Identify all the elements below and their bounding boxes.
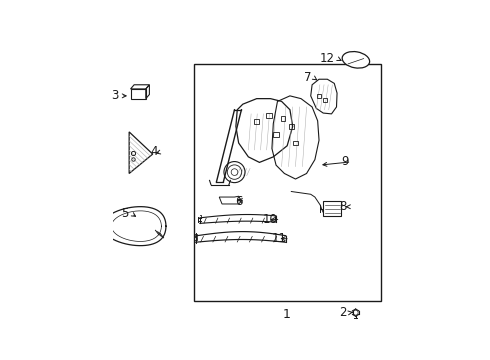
Text: 8: 8 <box>339 200 346 213</box>
Text: 6: 6 <box>235 195 242 208</box>
Bar <box>254 118 259 123</box>
Text: 9: 9 <box>341 156 349 168</box>
Text: 5: 5 <box>121 207 128 220</box>
Text: 2: 2 <box>340 306 347 319</box>
Bar <box>273 132 279 138</box>
Ellipse shape <box>342 51 369 68</box>
Bar <box>280 116 285 121</box>
Text: 4: 4 <box>151 145 158 158</box>
Bar <box>194 234 197 237</box>
Bar <box>267 113 272 118</box>
Bar <box>195 64 381 301</box>
Bar <box>323 201 341 216</box>
Text: 1: 1 <box>283 308 291 321</box>
Bar <box>293 141 298 145</box>
Text: 11: 11 <box>272 233 287 246</box>
Text: 12: 12 <box>320 52 335 65</box>
Bar <box>289 125 294 129</box>
Text: 10: 10 <box>263 213 278 226</box>
Text: 7: 7 <box>303 71 311 84</box>
Text: 3: 3 <box>111 89 118 102</box>
Bar <box>194 237 197 240</box>
